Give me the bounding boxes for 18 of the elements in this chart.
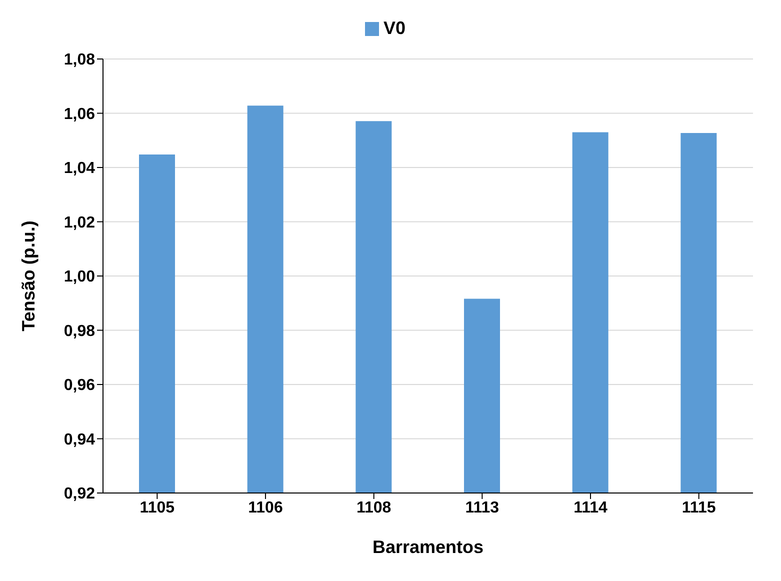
y-tick-label: 0,94 xyxy=(64,431,96,448)
y-tick-label: 1,04 xyxy=(64,160,96,178)
y-tick-label: 1,02 xyxy=(64,214,96,232)
x-tick-label: 1113 xyxy=(465,499,500,516)
x-tick-label: 1115 xyxy=(682,499,716,516)
x-axis-title: Barramentos xyxy=(372,537,484,557)
y-tick-label: 0,92 xyxy=(64,486,96,503)
y-tick-label: 1,00 xyxy=(64,268,96,286)
x-tick-label: 1108 xyxy=(356,499,392,516)
y-tick-label: 0,98 xyxy=(64,322,96,340)
y-tick-label: 1,06 xyxy=(64,106,96,123)
x-tick-label: 1106 xyxy=(248,499,283,516)
legend-label: V0 xyxy=(383,18,406,38)
x-tick-label: 1105 xyxy=(140,499,175,516)
y-axis-title: Tensão (p.u.) xyxy=(18,220,38,332)
x-tick-label: 1114 xyxy=(574,499,608,516)
y-tick-label: 0,96 xyxy=(64,377,96,394)
y-tick-label: 1,08 xyxy=(64,52,96,69)
